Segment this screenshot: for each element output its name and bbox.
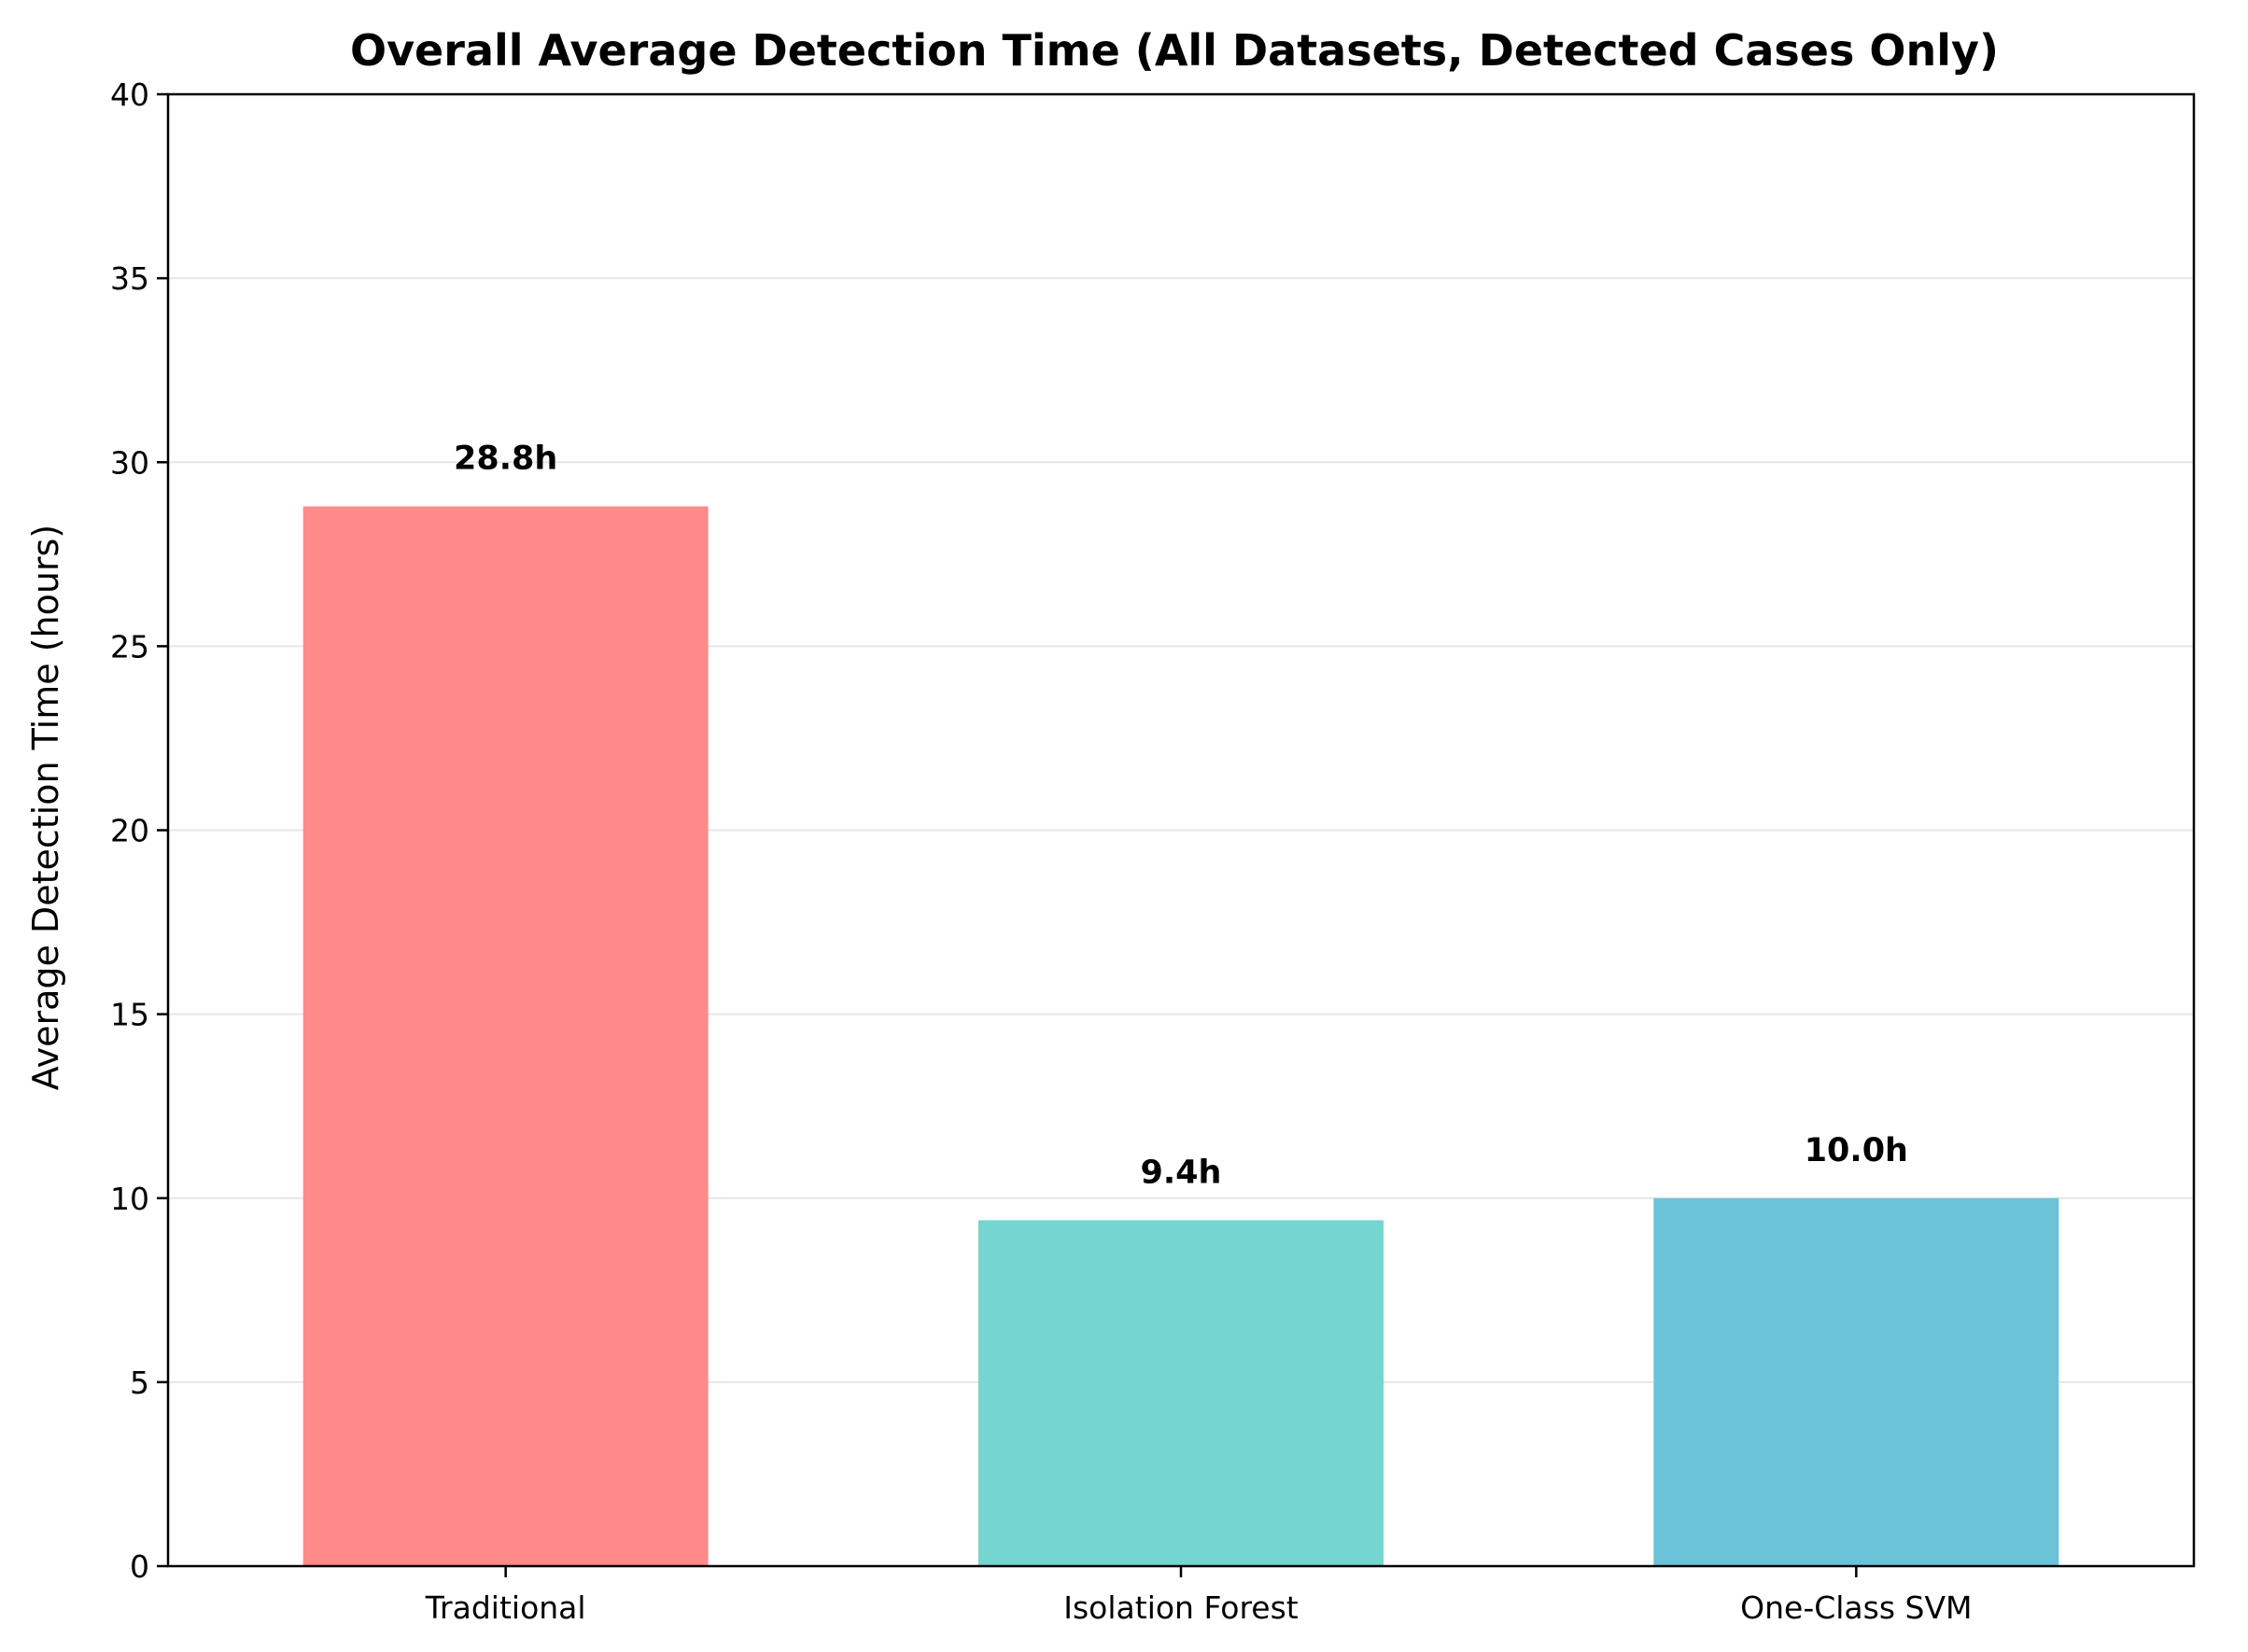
data-labels: 28.8h 9.4h 10.0h — [454, 441, 1908, 1192]
y-tick-label: 5 — [130, 1365, 149, 1401]
x-tick-label: One-Class SVM — [1740, 1589, 1972, 1626]
bar-value-label: 9.4h — [1141, 1154, 1222, 1191]
x-tick-label: Traditional — [425, 1589, 586, 1626]
y-tick-label: 20 — [110, 813, 149, 849]
bar — [978, 1220, 1384, 1566]
y-tick-label: 25 — [110, 628, 149, 665]
y-tick-label: 35 — [110, 260, 149, 297]
bar-value-label: 10.0h — [1805, 1132, 1908, 1169]
bar — [302, 506, 709, 1566]
bars — [302, 506, 2059, 1566]
x-tick-label: Isolation Forest — [1063, 1589, 1299, 1626]
chart-title: Overall Average Detection Time (All Data… — [350, 25, 1999, 76]
y-tick-label: 0 — [130, 1548, 149, 1585]
y-tick-label: 10 — [110, 1181, 149, 1217]
axis-ticks: 0 5 10 15 20 25 30 35 40 Traditional Isolation For… — [110, 77, 1973, 1626]
y-tick-label: 15 — [110, 997, 149, 1033]
y-tick-label: 40 — [110, 77, 149, 113]
bar-value-label: 28.8h — [454, 441, 557, 478]
bar — [1653, 1197, 2059, 1566]
y-axis-label: Average Detection Time (hours) — [25, 525, 66, 1090]
y-tick-label: 30 — [110, 444, 149, 481]
